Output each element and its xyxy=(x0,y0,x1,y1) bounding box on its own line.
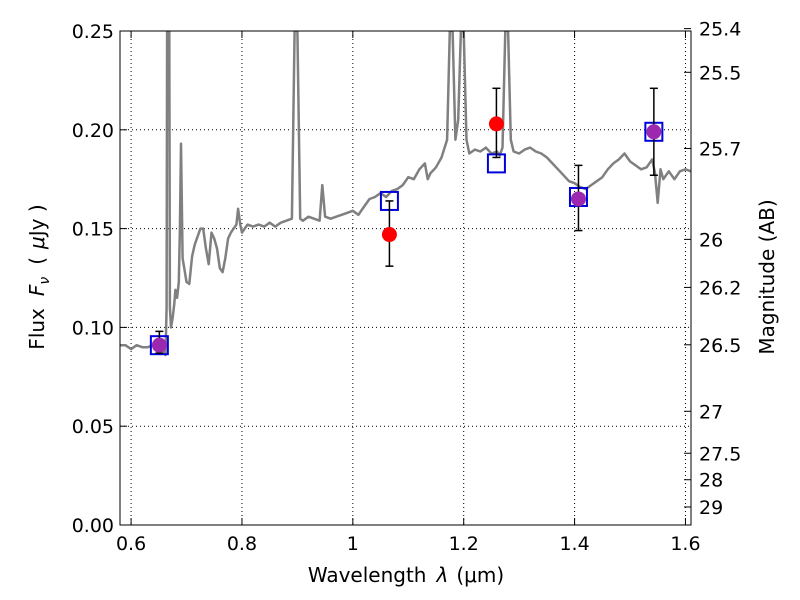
x-tick-label: 0.8 xyxy=(227,533,257,555)
observed-point-group xyxy=(646,87,662,176)
y-axis-label: FluxFν(μJy ) xyxy=(25,204,53,349)
axes: 0.6 0.8 1 1.2 1.4 1.6 0.00 0.05 0.10 0.15 0.20 0.25… xyxy=(72,19,742,555)
observed-point-group xyxy=(151,330,167,354)
magnitude-tick-label: 26 xyxy=(699,229,723,251)
y-tick-label: 0.20 xyxy=(72,120,114,142)
magnitude-tick-label: 25.4 xyxy=(699,19,741,41)
observed-point xyxy=(381,227,397,243)
observed-point-group xyxy=(488,87,504,159)
y-tick-label: 0.05 xyxy=(72,416,114,438)
observed-point-group xyxy=(381,200,397,267)
magnitude-tick-label: 26.5 xyxy=(699,335,741,357)
magnitude-tick-label: 25.7 xyxy=(699,138,741,160)
observed-point-group xyxy=(570,164,586,232)
observed-point xyxy=(570,191,586,207)
magnitude-tick-label: 27 xyxy=(699,401,723,423)
grid-lines xyxy=(120,30,691,526)
x-tick-label: 0.6 xyxy=(116,533,146,555)
magnitude-tick-label: 27.5 xyxy=(699,443,741,465)
observed-point xyxy=(151,337,167,353)
plot-frame xyxy=(119,30,692,526)
magnitude-tick-label: 28 xyxy=(699,470,723,492)
observed-series xyxy=(151,87,662,354)
spectrum-line xyxy=(120,31,691,357)
x-tick-label: 1.4 xyxy=(559,533,589,555)
observed-point xyxy=(488,116,504,132)
x-tick-label: 1.6 xyxy=(670,533,700,555)
magnitude-tick-label: 29 xyxy=(699,497,723,519)
y-tick-label: 0.00 xyxy=(72,515,114,537)
x-tick-label: 1.2 xyxy=(449,533,479,555)
x-axis-label: Wavelength λ (μm) xyxy=(308,563,504,587)
axis-labels: Wavelength λ (μm) FluxFν(μJy ) Magnitude (… xyxy=(25,199,779,587)
x-tick-label: 1 xyxy=(347,533,359,555)
y-tick-label: 0.25 xyxy=(72,21,114,43)
y-tick-label: 0.15 xyxy=(72,219,114,241)
y2-axis-label: Magnitude (AB) xyxy=(755,199,779,354)
y-tick-label: 0.10 xyxy=(72,317,114,339)
magnitude-tick-label: 26.2 xyxy=(699,277,741,299)
magnitude-tick-label: 25.5 xyxy=(699,62,741,84)
observed-point xyxy=(646,124,662,140)
spectrum-series xyxy=(120,31,691,357)
